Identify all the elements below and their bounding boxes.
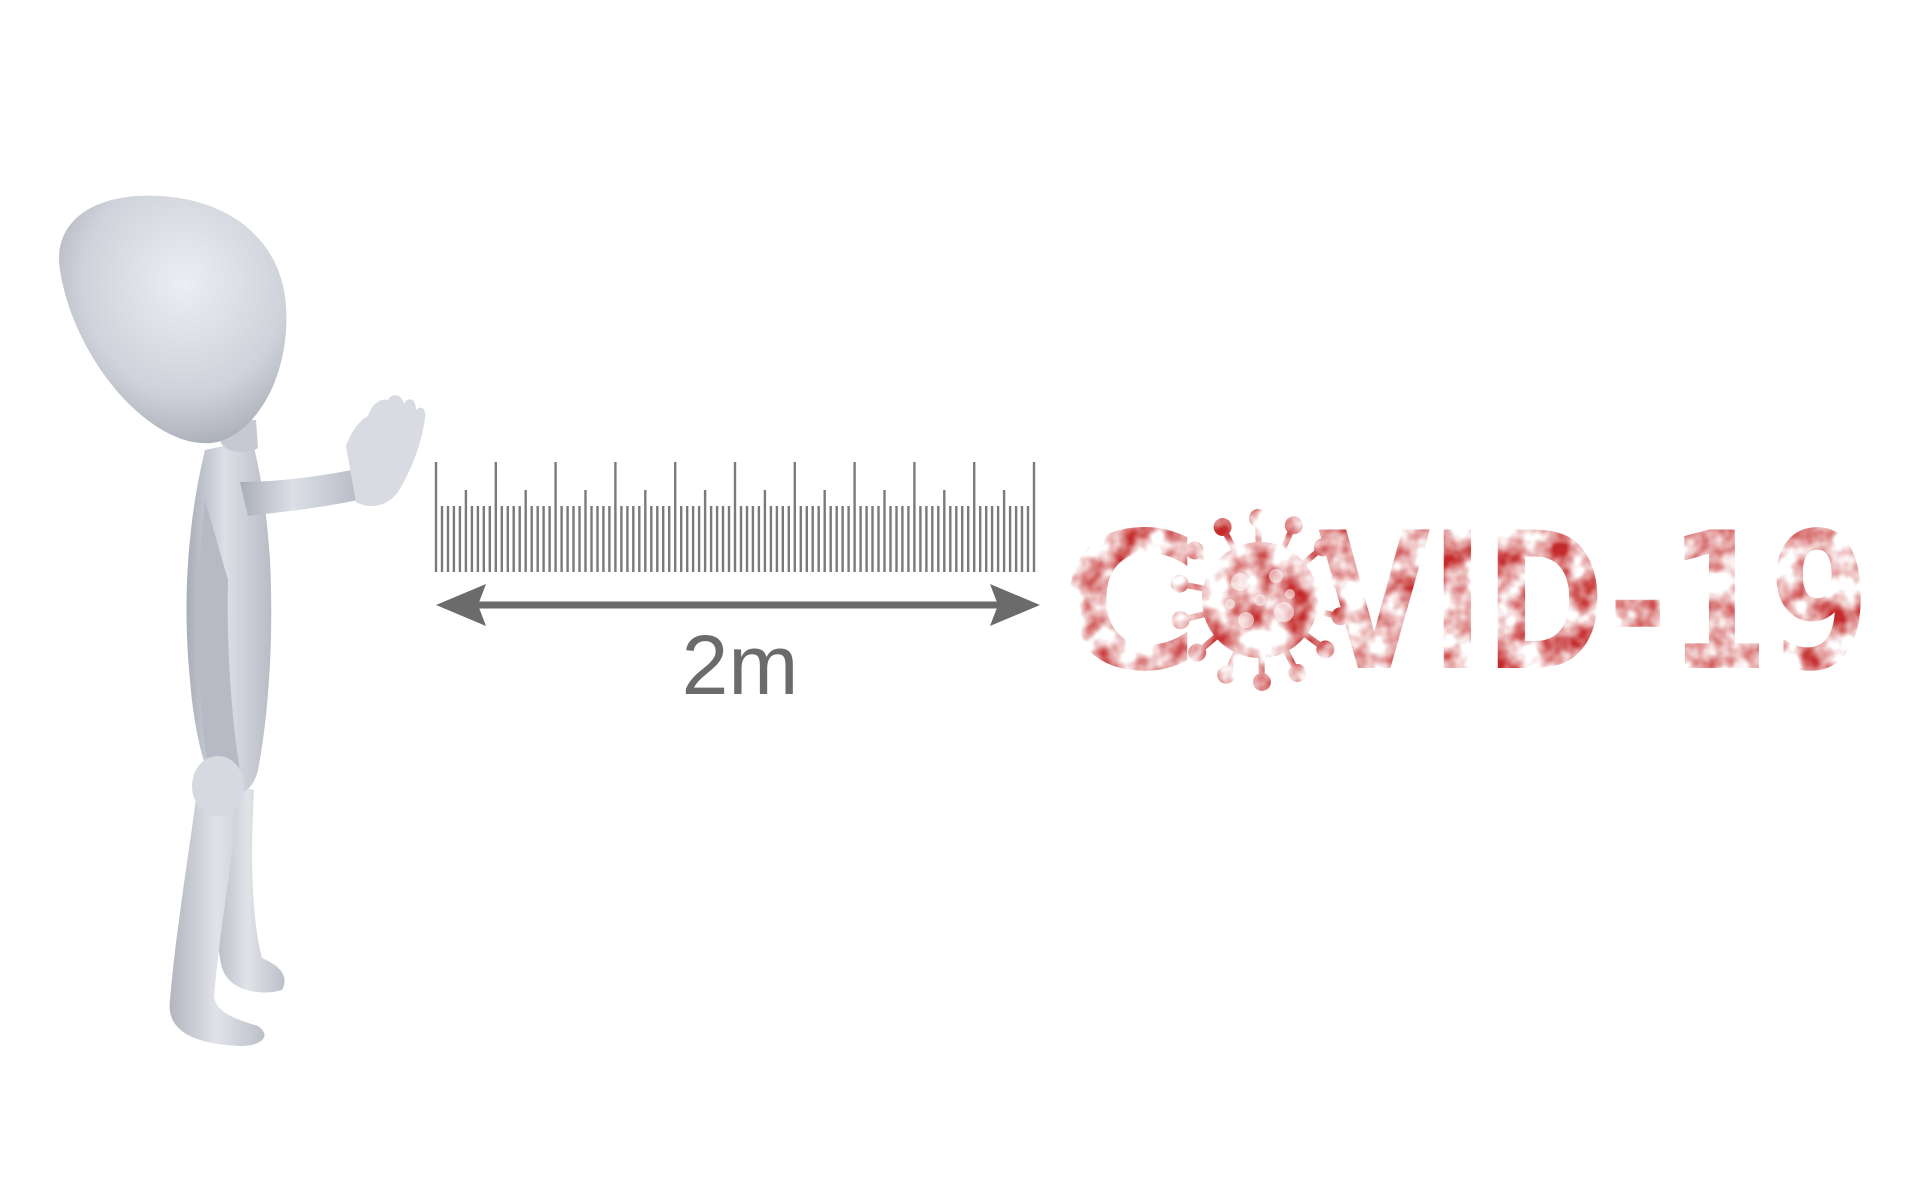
measuring-ruler [434,462,1036,572]
virus-surface-spot [1285,589,1295,599]
virus-spike-knob [1316,640,1335,659]
figure-extended-arm [240,470,358,516]
virus-spike-knob [1288,663,1307,682]
virus-spike-knob [1284,516,1303,535]
figure-back-arm [198,500,243,802]
figure-head [59,195,287,444]
virus-spike-knob [1313,538,1332,557]
virus-spike-knob [1253,672,1272,691]
figure-front-leg [169,770,265,1046]
virus-spike-knob [1213,518,1232,537]
coronavirus-icon [1170,509,1350,691]
virus-spike-knob [1188,643,1207,662]
arrow-head-left-icon [436,584,486,626]
virus-spike-knob [1185,541,1204,560]
virus-surface-spot [1269,569,1283,583]
virus-surface-spot [1231,573,1249,591]
virus-surface-spot [1225,599,1235,609]
virus-surface-spot [1238,612,1254,628]
virus-surface-spot [1254,594,1266,606]
figure-stop-hand [346,395,426,507]
distance-label: 2m [682,618,799,712]
virus-surface-spot [1274,602,1294,622]
headline-text-rest: VID-19 [1318,492,1870,713]
virus-spike-knob [1330,570,1349,589]
covid-headline: C VID-19 [1060,492,1870,713]
virus-spike-knob [1331,607,1350,626]
virus-spike-knob [1170,574,1189,593]
headline-letter-c: C [1060,492,1199,713]
virus-spike-knob [1248,509,1267,528]
distance-arrow [436,584,1040,626]
arrow-head-right-icon [990,584,1040,626]
figure-fist [192,756,244,816]
stick-figure [59,195,426,1046]
virus-spike-knob [1171,611,1190,630]
virus-spike-knob [1217,665,1236,684]
